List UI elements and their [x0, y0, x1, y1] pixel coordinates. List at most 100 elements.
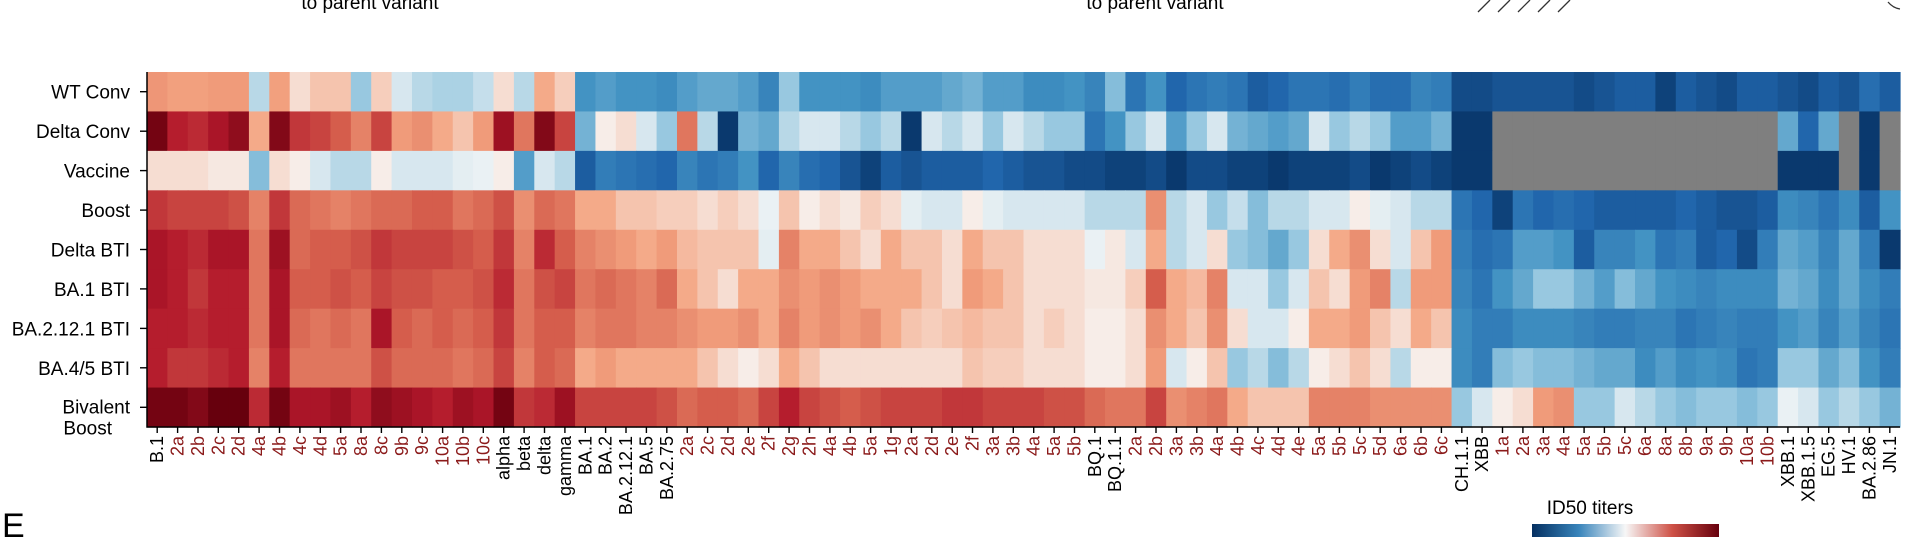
heatmap-cell	[1798, 308, 1820, 349]
heatmap-cell	[350, 269, 372, 310]
heatmap-cell	[880, 269, 902, 310]
heatmap-cell	[1268, 190, 1290, 231]
heatmap-cell	[595, 111, 617, 152]
heatmap-cell	[758, 111, 780, 152]
heatmap-cells	[147, 72, 1901, 428]
heatmap-cell	[1390, 229, 1412, 270]
heatmap-cell	[819, 190, 841, 231]
column-label: 10a	[433, 435, 453, 466]
hatch-line	[1537, 0, 1551, 13]
heatmap-cell	[330, 348, 352, 389]
heatmap-cell	[371, 348, 393, 389]
heatmap-cell	[1288, 72, 1310, 113]
heatmap-cell	[1329, 72, 1351, 113]
heatmap-cell	[554, 269, 576, 310]
heatmap-cell	[1512, 348, 1534, 389]
column-label: 10a	[1737, 435, 1757, 466]
heatmap-cell	[228, 190, 250, 231]
heatmap-cell	[1268, 229, 1290, 270]
heatmap-cell	[1777, 72, 1799, 113]
heatmap-cell	[1736, 150, 1758, 191]
heatmap-cell	[962, 229, 984, 270]
heatmap-cell	[1186, 348, 1208, 389]
heatmap-cell	[1492, 229, 1514, 270]
heatmap-cell	[1410, 229, 1432, 270]
heatmap-cell	[880, 150, 902, 191]
heatmap-cell	[1349, 111, 1371, 152]
heatmap-cell	[982, 229, 1004, 270]
heatmap-cell	[575, 190, 597, 231]
heatmap-cell	[1451, 387, 1473, 428]
heatmap-cell	[1553, 72, 1575, 113]
column-label: 3a	[1533, 435, 1553, 456]
heatmap-cell	[1573, 387, 1595, 428]
heatmap-cell	[411, 190, 433, 231]
heatmap-cell	[676, 190, 698, 231]
column-label: 6b	[1411, 436, 1431, 456]
heatmap-cell	[697, 150, 719, 191]
heatmap-cell	[1736, 269, 1758, 310]
heatmap-cell	[1675, 150, 1697, 191]
heatmap-cell	[167, 387, 189, 428]
heatmap-cell	[1635, 72, 1656, 113]
heatmap-cell	[1105, 72, 1127, 113]
heatmap-cell	[1349, 308, 1371, 349]
heatmap-cell	[1247, 111, 1269, 152]
heatmap-cell	[962, 348, 984, 389]
column-label: XBB.1	[1778, 436, 1798, 487]
heatmap-cell	[1329, 150, 1351, 191]
heatmap-cell	[840, 150, 862, 191]
heatmap-cell	[1390, 387, 1412, 428]
heatmap-cell	[1145, 72, 1167, 113]
heatmap-cell	[921, 150, 943, 191]
heatmap-cell	[1512, 111, 1534, 152]
heatmap-cell	[1084, 269, 1106, 310]
hatch-line	[1497, 0, 1511, 13]
right-note: to parent variant	[1086, 0, 1224, 14]
heatmap-cell	[269, 269, 291, 310]
heatmap-cell	[1838, 308, 1860, 349]
heatmap-cell	[1370, 269, 1391, 310]
heatmap-cell	[1043, 348, 1065, 389]
column-label: XBB.1.5	[1798, 436, 1818, 502]
heatmap-cell	[656, 308, 678, 349]
heatmap-cell	[1655, 72, 1677, 113]
column-label: HV.1	[1839, 436, 1859, 474]
heatmap-cell	[941, 150, 963, 191]
heatmap-cell	[860, 190, 882, 231]
heatmap-cell	[636, 269, 658, 310]
heatmap-cell	[391, 229, 413, 270]
heatmap-cell	[1573, 150, 1595, 191]
heatmap-cell	[411, 150, 433, 191]
heatmap-cell	[1675, 308, 1697, 349]
heatmap-cell	[187, 229, 209, 270]
heatmap-cell	[1655, 348, 1677, 389]
heatmap-cell	[1757, 229, 1779, 270]
row-label: Vaccine	[64, 162, 130, 183]
heatmap-cell	[840, 387, 862, 428]
heatmap-cell	[493, 190, 515, 231]
heatmap-cell	[208, 348, 230, 389]
heatmap-cell	[1533, 150, 1555, 191]
heatmap-cell	[1308, 190, 1330, 231]
heatmap-cell	[697, 269, 719, 310]
heatmap-cell	[330, 190, 352, 231]
heatmap-cell	[921, 190, 943, 231]
heatmap-cell	[1777, 308, 1799, 349]
heatmap-cell	[1777, 229, 1799, 270]
heatmap-cell	[432, 229, 454, 270]
heatmap-cell	[1003, 387, 1025, 428]
column-label: 8a	[1656, 435, 1676, 456]
heatmap-cell	[473, 111, 495, 152]
heatmap-cell	[575, 348, 597, 389]
heatmap-cell	[1573, 72, 1595, 113]
heatmap-cell	[513, 387, 535, 428]
heatmap-cell	[1573, 269, 1595, 310]
heatmap-cell	[493, 150, 515, 191]
heatmap-cell	[1206, 150, 1228, 191]
heatmap-cell	[1288, 348, 1310, 389]
heatmap-cell	[840, 269, 862, 310]
heatmap-cell	[208, 387, 230, 428]
heatmap-cell	[473, 348, 495, 389]
heatmap-cell	[901, 269, 923, 310]
